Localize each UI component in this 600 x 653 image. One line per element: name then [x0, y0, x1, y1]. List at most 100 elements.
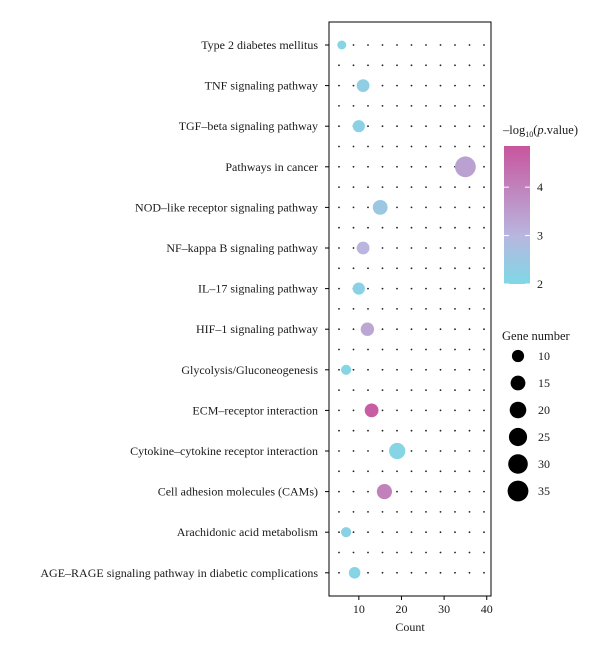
grid-dot	[425, 186, 427, 189]
grid-dot	[367, 186, 369, 189]
grid-dot	[367, 44, 369, 46]
grid-dot	[338, 186, 340, 189]
grid-dots-layer	[338, 44, 485, 574]
grid-dot	[396, 44, 398, 46]
grid-dot	[352, 531, 355, 534]
grid-dot	[352, 165, 355, 168]
data-point	[356, 79, 370, 92]
grid-dot	[425, 226, 427, 229]
grid-dot	[352, 470, 355, 473]
grid-dot	[338, 287, 340, 290]
grid-dot	[338, 145, 340, 148]
grid-dot	[396, 328, 398, 331]
grid-dot	[468, 125, 471, 128]
grid-dot	[352, 145, 355, 148]
data-point	[364, 403, 379, 418]
grid-dot	[468, 44, 471, 46]
data-point	[376, 484, 392, 500]
color-legend-title: –log10(p.value)	[502, 123, 578, 139]
grid-dot	[439, 409, 442, 412]
grid-dot	[439, 206, 442, 209]
grid-dot	[468, 64, 471, 67]
data-point	[348, 567, 361, 579]
grid-dot	[439, 44, 442, 46]
grid-dot	[338, 247, 340, 249]
grid-dot	[338, 226, 340, 229]
grid-dot	[396, 105, 398, 107]
grid-dot	[468, 226, 471, 229]
category-label: Glycolysis/Gluconeogenesis	[181, 363, 318, 377]
grid-dot	[468, 308, 471, 310]
grid-dot	[367, 226, 369, 229]
size-legend-title: Gene number	[502, 329, 571, 343]
grid-dot	[396, 186, 398, 189]
data-point	[356, 241, 370, 255]
grid-dot	[425, 450, 427, 452]
grid-dot	[425, 348, 427, 351]
x-tick-label: 30	[438, 602, 450, 616]
grid-dot	[338, 389, 340, 391]
grid-dot	[381, 531, 384, 534]
grid-dot	[425, 511, 427, 513]
size-legend-label: 20	[538, 403, 550, 417]
grid-dot	[410, 571, 413, 574]
data-point	[352, 282, 365, 295]
grid-dot	[425, 105, 427, 107]
grid-dot	[396, 145, 398, 148]
grid-dot	[396, 409, 398, 412]
grid-dot	[367, 429, 369, 432]
grid-dot	[468, 206, 471, 209]
grid-dot	[367, 267, 369, 270]
grid-dot	[381, 429, 384, 432]
grid-dot	[468, 409, 471, 412]
grid-dot	[439, 145, 442, 148]
grid-dot	[367, 308, 369, 310]
category-label: NF–kappa B signaling pathway	[166, 241, 318, 255]
grid-dot	[367, 368, 369, 371]
grid-dot	[352, 64, 355, 67]
grid-dot	[425, 490, 427, 493]
grid-dot	[396, 267, 398, 270]
grid-dot	[410, 64, 413, 67]
color-bar-tick-label: 4	[537, 180, 543, 194]
category-label: Arachidonic acid metabolism	[177, 525, 319, 539]
grid-dot	[396, 125, 398, 128]
grid-dot	[338, 490, 340, 493]
grid-dot	[439, 105, 442, 107]
grid-dot	[381, 145, 384, 148]
grid-dot	[352, 105, 355, 107]
grid-dot	[483, 44, 485, 46]
grid-dot	[352, 84, 355, 87]
grid-dot	[381, 368, 384, 371]
grid-dot	[468, 328, 471, 331]
grid-dot	[352, 247, 355, 249]
grid-dot	[367, 165, 369, 168]
grid-dot	[367, 450, 369, 452]
grid-dot	[425, 409, 427, 412]
grid-dot	[468, 368, 471, 371]
grid-dot	[439, 125, 442, 128]
size-legend-dot	[509, 401, 527, 419]
color-legend: –log10(p.value) 2 3 4	[502, 123, 578, 291]
grid-dot	[439, 328, 442, 331]
data-point	[389, 442, 406, 460]
grid-dot	[468, 84, 471, 87]
grid-dot	[338, 531, 340, 534]
grid-dot	[396, 165, 398, 168]
grid-dot	[439, 551, 442, 554]
grid-dot	[483, 450, 485, 452]
grid-dot	[454, 64, 456, 67]
size-legend-items: 10 15 20 25 30 35	[507, 349, 550, 502]
size-legend-dot	[508, 427, 528, 447]
grid-dot	[410, 450, 413, 452]
grid-dot	[381, 125, 384, 128]
grid-dot	[381, 511, 384, 513]
grid-dot	[425, 287, 427, 290]
grid-dot	[425, 571, 427, 574]
grid-dot	[410, 247, 413, 249]
grid-dot	[468, 429, 471, 432]
grid-dot	[367, 105, 369, 107]
grid-dot	[381, 247, 384, 249]
grid-dot	[338, 368, 340, 371]
grid-dot	[367, 348, 369, 351]
